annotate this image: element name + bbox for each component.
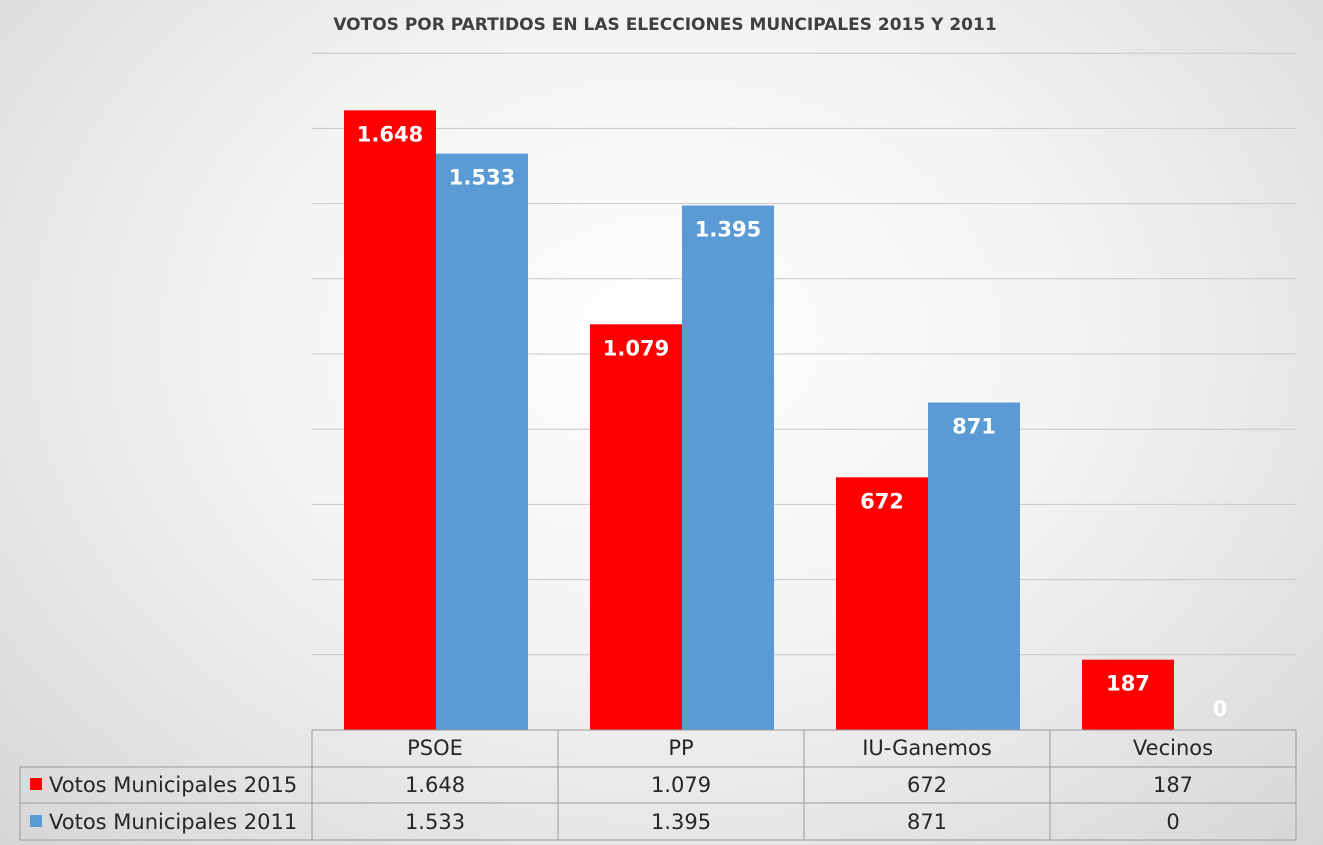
bar-2015-pp <box>590 324 682 730</box>
bar-2015-iu-ganemos <box>836 477 928 730</box>
table-cell: 1.395 <box>651 810 711 834</box>
data-label: 1.648 <box>357 122 423 146</box>
bar-2015-psoe <box>344 110 436 731</box>
category-label: PP <box>668 736 693 760</box>
bars <box>344 110 1174 731</box>
bar-2015-vecinos <box>1082 659 1174 730</box>
legend-label: Votos Municipales 2011 <box>49 810 297 834</box>
data-label: 0 <box>1213 697 1228 721</box>
bar-2011-pp <box>682 205 774 731</box>
table-cell: 0 <box>1166 810 1179 834</box>
data-label: 1.533 <box>449 166 515 190</box>
bar-2011-psoe <box>436 153 528 731</box>
category-label: Vecinos <box>1133 736 1213 760</box>
data-label: 1.395 <box>695 217 761 241</box>
table-cell: 1.533 <box>405 810 465 834</box>
table-cell: 1.079 <box>651 773 711 797</box>
category-label: IU-Ganemos <box>862 736 992 760</box>
data-label: 1.079 <box>603 336 669 360</box>
table-cell: 672 <box>907 773 947 797</box>
table-cell: 187 <box>1153 773 1193 797</box>
data-label: 187 <box>1106 672 1150 696</box>
legend-label: Votos Municipales 2015 <box>49 773 297 797</box>
data-table: PSOE PP IU-Ganemos Vecinos Votos Municipales… <box>19 729 1297 841</box>
legend-key-2011 <box>30 815 42 827</box>
chart-title: VOTOS POR PARTIDOS EN LAS ELECCIONES MUN… <box>333 15 996 35</box>
data-label: 672 <box>860 489 904 513</box>
data-label: 871 <box>952 415 996 439</box>
table-cell: 1.648 <box>405 773 465 797</box>
legend-key-2015 <box>30 778 42 790</box>
bar-2011-iu-ganemos <box>928 402 1020 730</box>
bar-labels: 1.648 1.533 1.079 1.395 672 871 187 0 <box>357 122 1228 721</box>
category-label: PSOE <box>407 736 463 760</box>
table-cell: 871 <box>907 810 947 834</box>
